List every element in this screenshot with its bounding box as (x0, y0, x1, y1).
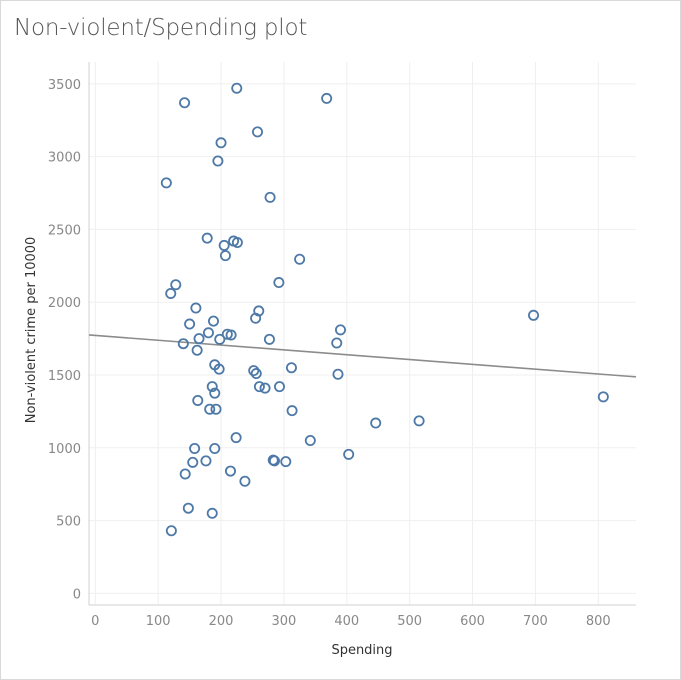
data-point[interactable] (528, 309, 540, 321)
data-point[interactable] (413, 415, 425, 427)
data-point[interactable] (209, 443, 221, 455)
y-tick-label: 0 (73, 587, 81, 602)
data-point[interactable] (170, 279, 182, 291)
data-point[interactable] (204, 403, 216, 415)
x-tick-label: 300 (271, 614, 296, 629)
data-point[interactable] (274, 381, 286, 393)
x-tick-label: 0 (91, 614, 99, 629)
data-points (160, 82, 609, 537)
data-point[interactable] (200, 455, 212, 467)
data-point[interactable] (597, 391, 609, 403)
data-point[interactable] (230, 432, 242, 444)
x-axis-label: Spending (331, 643, 392, 658)
data-point[interactable] (189, 443, 201, 455)
data-point[interactable] (182, 502, 194, 514)
data-point[interactable] (285, 362, 297, 374)
data-point[interactable] (224, 465, 236, 477)
data-point[interactable] (334, 324, 346, 336)
data-point[interactable] (231, 82, 243, 94)
data-point[interactable] (209, 387, 221, 399)
data-point[interactable] (263, 333, 275, 345)
trend-line-group (88, 334, 637, 378)
data-point[interactable] (179, 97, 191, 109)
data-point[interactable] (210, 403, 222, 415)
data-point[interactable] (187, 456, 199, 468)
data-point[interactable] (192, 394, 204, 406)
data-point[interactable] (218, 239, 230, 251)
data-point[interactable] (286, 405, 298, 417)
data-point[interactable] (231, 237, 243, 249)
data-point[interactable] (214, 333, 226, 345)
data-point[interactable] (332, 368, 344, 380)
data-point[interactable] (215, 137, 227, 149)
data-point[interactable] (177, 338, 189, 350)
data-point[interactable] (253, 381, 265, 393)
data-point[interactable] (294, 253, 306, 265)
gridlines (88, 62, 636, 606)
y-tick-label: 1000 (48, 442, 81, 457)
data-point[interactable] (343, 448, 355, 460)
y-tick-label: 3500 (48, 78, 81, 93)
x-tick-label: 700 (523, 614, 548, 629)
y-tick-label: 2500 (48, 223, 81, 238)
data-point[interactable] (201, 232, 213, 244)
y-axis-ticks: 0 500 1000 1500 2000 2500 3000 3500 (48, 78, 81, 603)
data-point[interactable] (268, 455, 280, 467)
data-point[interactable] (250, 368, 262, 380)
y-tick-label: 1500 (48, 369, 81, 384)
data-point[interactable] (239, 475, 251, 487)
data-point[interactable] (370, 417, 382, 429)
data-point[interactable] (331, 337, 343, 349)
data-point[interactable] (321, 92, 333, 104)
data-point[interactable] (259, 382, 271, 394)
chart-title: Non-violent/Spending plot (14, 15, 308, 41)
data-point[interactable] (207, 315, 219, 327)
data-point[interactable] (219, 250, 231, 262)
data-point[interactable] (212, 155, 224, 167)
data-point[interactable] (160, 177, 172, 189)
data-point[interactable] (213, 363, 225, 375)
trend-line (88, 334, 637, 378)
x-tick-label: 500 (397, 614, 422, 629)
data-point[interactable] (184, 318, 196, 330)
data-point[interactable] (165, 525, 177, 537)
x-tick-label: 800 (586, 614, 611, 629)
data-point[interactable] (250, 312, 262, 324)
y-axis-label: Non-violent crime per 10000 (24, 237, 39, 424)
data-point[interactable] (190, 302, 202, 314)
data-point[interactable] (193, 333, 205, 345)
data-point[interactable] (179, 468, 191, 480)
data-point[interactable] (191, 344, 203, 356)
y-tick-label: 500 (56, 515, 81, 530)
data-point[interactable] (304, 434, 316, 446)
data-point[interactable] (252, 126, 264, 138)
data-point[interactable] (280, 456, 292, 468)
x-tick-label: 200 (209, 614, 234, 629)
data-point[interactable] (206, 381, 218, 393)
data-point[interactable] (206, 507, 218, 519)
data-point[interactable] (248, 365, 260, 377)
y-tick-label: 3000 (48, 151, 81, 166)
y-tick-label: 2000 (48, 296, 81, 311)
data-point[interactable] (273, 277, 285, 289)
x-tick-label: 100 (146, 614, 171, 629)
x-tick-label: 600 (460, 614, 485, 629)
x-axis-ticks: 0 100 200 300 400 500 600 700 800 (91, 614, 611, 629)
data-point[interactable] (264, 191, 276, 203)
x-tick-label: 400 (334, 614, 359, 629)
data-point[interactable] (202, 327, 214, 339)
data-point[interactable] (165, 287, 177, 299)
data-point[interactable] (225, 329, 237, 341)
